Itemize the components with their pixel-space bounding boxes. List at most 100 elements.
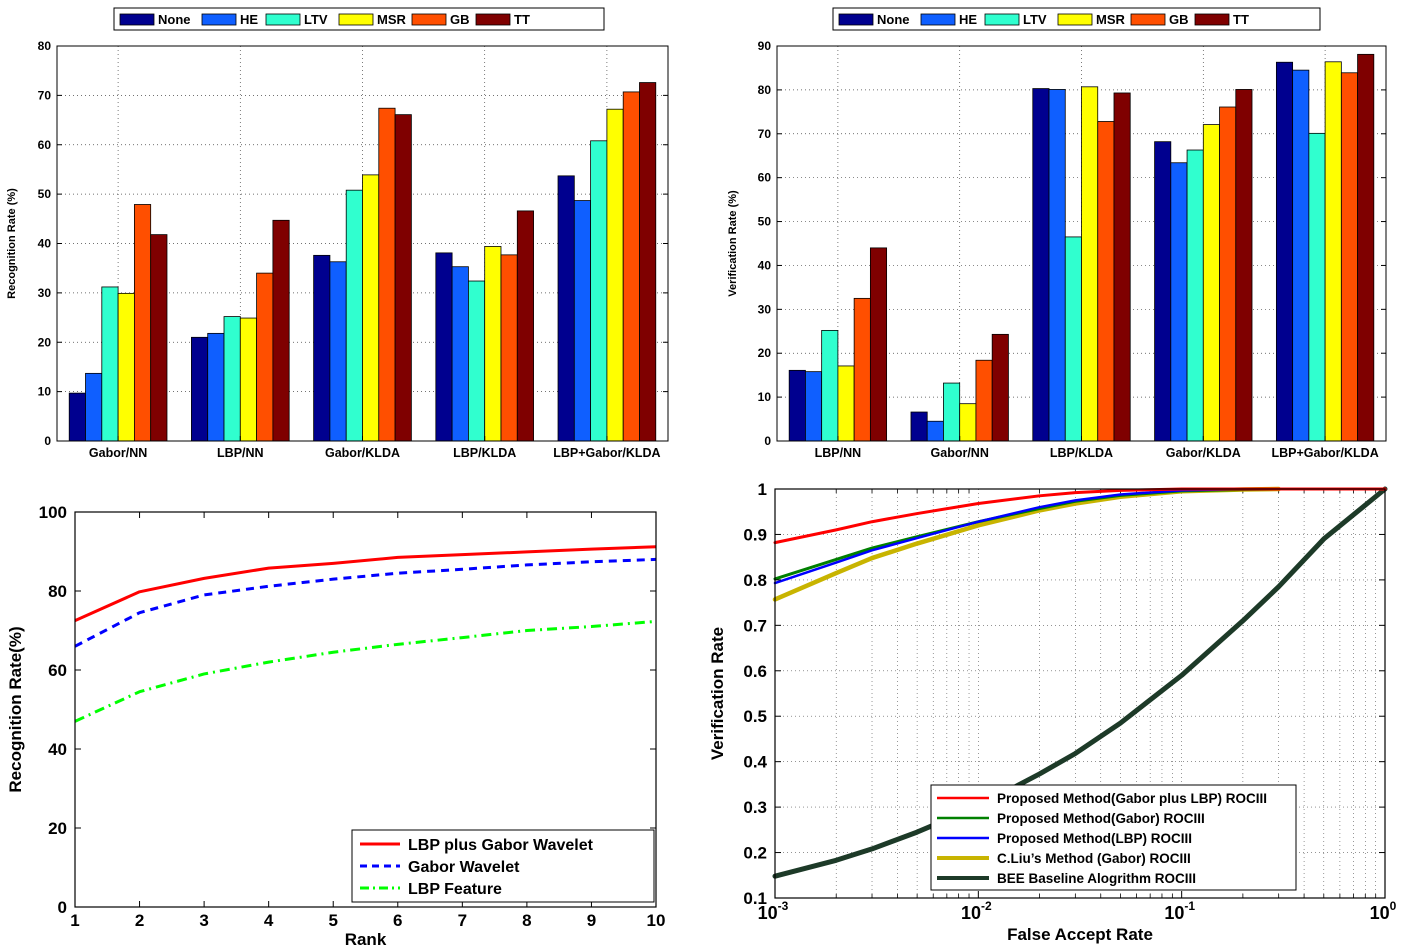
y-tick-label: 30 — [758, 302, 772, 316]
x-tick-label: 6 — [393, 911, 402, 930]
bar-gb-lbp-nn — [853, 297, 871, 442]
legend-swatch-he — [201, 13, 237, 26]
x-tick-label: 7 — [458, 911, 467, 930]
bar-gb-gabor-klda — [1219, 106, 1237, 442]
bar-gb-lbp-gabor-klda — [622, 91, 640, 442]
y-tick-label: 0 — [58, 898, 67, 917]
bar-tt-lbp-gabor-klda — [639, 82, 657, 442]
bar-ltv-lbp-nn — [821, 329, 839, 442]
y-tick-label: 1 — [758, 480, 767, 499]
y-tick-label: 70 — [38, 88, 52, 102]
bar-msr-lbp-gabor-klda — [606, 108, 624, 442]
legend-swatch-gb — [411, 13, 447, 26]
bar-none-lbp-nn — [191, 336, 209, 442]
x-tick-base: 10 — [1164, 903, 1184, 923]
bar-none-lbp-klda — [435, 252, 453, 442]
x-tick-label: Gabor/KLDA — [325, 446, 400, 460]
bar-tt-lbp-gabor-klda — [1357, 53, 1375, 442]
x-tick-label: LBP+Gabor/KLDA — [1271, 446, 1378, 460]
bar-gb-lbp-gabor-klda — [1340, 72, 1358, 442]
x-tick-label: Gabor/NN — [89, 446, 147, 460]
y-tick-label: 60 — [48, 661, 67, 680]
legend-label-3: Proposed Method(LBP) ROCIII — [997, 831, 1192, 846]
bar-he-gabor-nn — [926, 420, 944, 442]
bar-msr-lbp-nn — [239, 317, 257, 442]
bar-he-gabor-nn — [85, 372, 103, 442]
bar-ltv-lbp-klda — [468, 280, 486, 442]
bar-ltv-lbp-klda — [1064, 236, 1082, 442]
bar-tt-gabor-klda — [394, 114, 412, 442]
bar-gb-lbp-nn — [256, 272, 274, 442]
bar-tt-gabor-nn — [991, 333, 1009, 442]
legend-label-gb: GB — [450, 12, 470, 27]
x-tick-label: 10-3 — [758, 899, 789, 923]
bar-ltv-lbp-gabor-klda — [590, 140, 608, 442]
bar-tt-lbp-klda — [1113, 92, 1131, 442]
x-tick-label: 9 — [587, 911, 596, 930]
legend-label-gb: GB — [1169, 12, 1189, 27]
y-tick-label: 10 — [758, 390, 772, 404]
bar-tt-lbp-nn — [869, 247, 888, 442]
x-tick-label: LBP/KLDA — [453, 446, 516, 460]
x-tick-label: 3 — [199, 911, 208, 930]
x-tick-exponent: -3 — [778, 899, 789, 913]
y-tick-label: 50 — [758, 215, 772, 229]
bar-gb-lbp-klda — [500, 254, 518, 442]
bar-msr-gabor-klda — [362, 174, 380, 442]
bar-none-gabor-klda — [313, 254, 331, 442]
bar-ltv-gabor-klda — [345, 189, 363, 442]
legend-label-2: Gabor Wavelet — [408, 859, 520, 876]
bar-gb-lbp-klda — [1097, 121, 1115, 442]
x-tick-label: 10-2 — [961, 899, 992, 923]
bar-ltv-lbp-gabor-klda — [1308, 132, 1326, 442]
x-tick-label: 2 — [135, 911, 144, 930]
y-tick-label: 30 — [38, 286, 52, 300]
legend-swatch-he — [920, 13, 956, 26]
bar-none-lbp-nn — [788, 369, 806, 442]
bar-tt-lbp-nn — [272, 219, 290, 442]
y-tick-label: 80 — [48, 582, 67, 601]
legend-label-he: HE — [959, 12, 977, 27]
bar-gb-gabor-nn — [133, 204, 152, 442]
bar-none-lbp-gabor-klda — [557, 175, 575, 442]
legend-label-ltv: LTV — [304, 12, 328, 27]
x-tick-label: 1 — [70, 911, 79, 930]
y-tick-label: 0.8 — [743, 571, 767, 590]
plot-frame — [74, 511, 657, 908]
legend-swatch-msr — [338, 13, 374, 26]
y-tick-label: 20 — [48, 819, 67, 838]
y-tick-label: 0.1 — [743, 889, 767, 908]
legend-label-none: None — [877, 12, 910, 27]
y-tick-label: 0.3 — [743, 798, 767, 817]
y-tick-label: 0 — [44, 434, 51, 448]
bar-ltv-gabor-nn — [101, 286, 119, 442]
legend-swatch-gb — [1130, 13, 1166, 26]
legend-label-none: None — [158, 12, 191, 27]
y-axis-label: Recognition Rate(%) — [6, 626, 25, 792]
bar-he-lbp-gabor-klda — [573, 200, 592, 442]
legend-swatch-msr — [1057, 13, 1093, 26]
x-tick-label: LBP/NN — [217, 446, 264, 460]
bar-msr-lbp-klda — [1081, 86, 1099, 442]
bar-he-lbp-klda — [1048, 89, 1066, 442]
y-tick-label: 0.4 — [743, 753, 767, 772]
bar-he-gabor-klda — [1170, 162, 1188, 442]
legend-label-1: LBP plus Gabor Wavelet — [408, 837, 594, 854]
legend-label-tt: TT — [514, 12, 530, 27]
bar-he-lbp-gabor-klda — [1292, 69, 1310, 442]
legend-label-2: Proposed Method(Gabor) ROCIII — [997, 811, 1205, 826]
bar-tt-gabor-klda — [1235, 89, 1253, 442]
x-tick-base: 10 — [1370, 903, 1390, 923]
bar-tt-lbp-klda — [516, 210, 534, 442]
y-tick-label: 20 — [758, 346, 772, 360]
x-tick-label: 5 — [328, 911, 337, 930]
bar-he-lbp-nn — [207, 332, 225, 442]
y-tick-label: 100 — [39, 503, 67, 522]
legend-swatch-ltv — [984, 13, 1020, 26]
bar-none-gabor-klda — [1154, 141, 1172, 442]
y-tick-label: 10 — [38, 385, 52, 399]
y-tick-label: 0.7 — [743, 616, 767, 635]
x-tick-label: 10 — [647, 911, 666, 930]
y-tick-label: 0.5 — [743, 707, 767, 726]
